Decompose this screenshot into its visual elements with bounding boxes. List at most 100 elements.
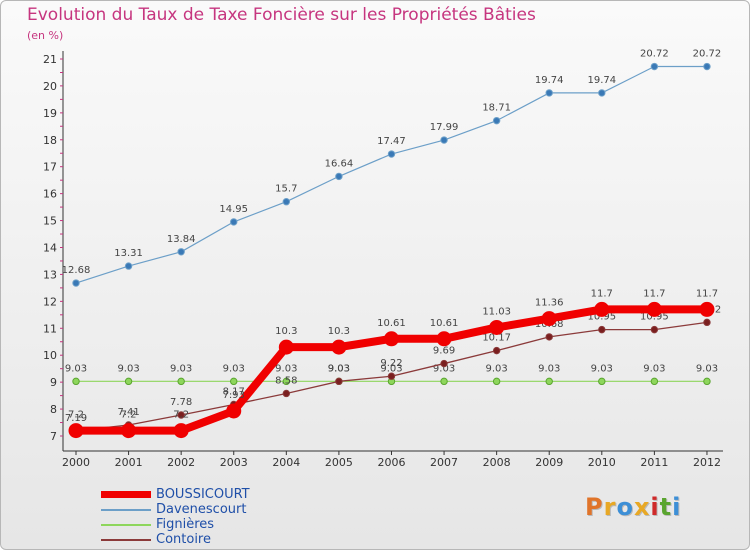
- y-tick-label: 7: [50, 430, 57, 443]
- data-label-contoire: 10.95: [587, 312, 616, 323]
- legend-item-contoire: Contoire: [101, 532, 250, 547]
- data-point-figni-res: [124, 377, 133, 386]
- data-label-contoire: 8.17: [223, 386, 245, 397]
- data-point-contoire: [703, 318, 711, 327]
- data-point-boussicourt: [594, 301, 610, 317]
- data-point-contoire: [598, 325, 606, 334]
- data-point-davenescourt: [545, 89, 553, 97]
- data-point-figni-res: [598, 377, 606, 386]
- data-point-figni-res: [703, 377, 711, 386]
- data-label-boussicourt: 11.7: [643, 288, 665, 299]
- data-point-boussicourt: [226, 403, 242, 419]
- data-label-davenescourt: 17.47: [377, 136, 406, 147]
- data-point-boussicourt: [68, 423, 84, 439]
- data-label-contoire: 7.19: [65, 413, 87, 424]
- data-label-boussicourt: 11.03: [482, 306, 511, 317]
- logo-letter: x: [633, 493, 651, 521]
- data-point-davenescourt: [72, 279, 80, 287]
- x-tick-label: 2005: [325, 456, 353, 469]
- data-label-davenescourt: 15.7: [275, 184, 297, 195]
- x-tick-label: 2010: [588, 456, 616, 469]
- legend-label-davenescourt: Davenescourt: [156, 502, 247, 517]
- logo-letter: i: [650, 493, 660, 521]
- data-label-davenescourt: 14.95: [219, 204, 248, 215]
- y-tick-label: 17: [43, 161, 57, 174]
- data-label-boussicourt: 11.7: [696, 288, 718, 299]
- data-label-boussicourt: 7.2: [121, 410, 137, 421]
- legend-item-fignieres: Fignières: [101, 517, 250, 532]
- legend-item-davenescourt: Davenescourt: [101, 502, 250, 517]
- data-point-contoire: [650, 325, 659, 334]
- data-label-davenescourt: 20.72: [640, 49, 669, 60]
- x-tick-label: 2008: [483, 456, 511, 469]
- data-label-boussicourt: 7.2: [68, 410, 84, 421]
- data-label-figni-res: 9.03: [117, 363, 139, 374]
- data-label-contoire: 10.17: [482, 333, 511, 344]
- logo-letter: i: [672, 493, 682, 521]
- data-label-figni-res: 9.03: [643, 363, 665, 374]
- y-tick-label: 9: [50, 376, 57, 389]
- data-point-davenescourt: [440, 136, 448, 144]
- data-point-boussicourt: [383, 331, 399, 347]
- data-label-contoire: 7.78: [170, 397, 192, 408]
- data-point-contoire: [335, 377, 343, 386]
- data-point-boussicourt: [173, 423, 189, 439]
- data-point-davenescourt: [650, 62, 659, 71]
- data-label-davenescourt: 16.64: [325, 158, 354, 169]
- data-label-davenescourt: 19.74: [587, 75, 616, 86]
- data-label-figni-res: 9.03: [380, 363, 402, 374]
- data-point-boussicourt: [541, 311, 557, 327]
- data-label-figni-res: 9.03: [170, 363, 192, 374]
- x-tick-label: 2003: [220, 456, 248, 469]
- data-point-davenescourt: [492, 116, 501, 125]
- data-label-boussicourt: 11.36: [535, 298, 564, 309]
- data-label-figni-res: 9.03: [328, 363, 350, 374]
- x-tick-label: 2012: [693, 456, 721, 469]
- x-tick-label: 2001: [115, 456, 143, 469]
- y-tick-label: 14: [43, 241, 57, 254]
- logo-letter: t: [659, 493, 673, 521]
- y-tick-label: 13: [43, 268, 57, 281]
- x-tick-label: 2000: [62, 456, 90, 469]
- data-point-davenescourt: [703, 62, 711, 71]
- legend-swatch-fignieres: [101, 523, 151, 526]
- data-point-figni-res: [650, 377, 659, 386]
- data-label-figni-res: 9.03: [591, 363, 613, 374]
- y-tick-label: 15: [43, 215, 57, 228]
- y-tick-label: 19: [43, 107, 57, 120]
- data-label-figni-res: 9.03: [696, 363, 718, 374]
- data-label-boussicourt: 10.3: [328, 326, 350, 337]
- y-tick-label: 11: [43, 322, 57, 335]
- data-label-boussicourt: 10.61: [377, 318, 406, 329]
- data-point-contoire: [492, 346, 501, 355]
- data-point-boussicourt: [436, 331, 452, 347]
- data-point-figni-res: [492, 377, 501, 386]
- legend-label-fignieres: Fignières: [156, 517, 215, 532]
- series-line-davenescourt: [75, 65, 708, 284]
- data-label-boussicourt: 10.61: [430, 318, 459, 329]
- data-label-boussicourt: 10.3: [275, 326, 297, 337]
- data-label-davenescourt: 12.68: [62, 265, 91, 276]
- x-tick-label: 2006: [377, 456, 405, 469]
- data-label-figni-res: 9.03: [275, 363, 297, 374]
- chart-legend: BOUSSICOURT Davenescourt Fignières Conto…: [101, 487, 250, 547]
- data-point-davenescourt: [177, 248, 185, 256]
- legend-swatch-contoire: [101, 538, 151, 541]
- y-axis-unit-label: (en %): [27, 29, 64, 42]
- data-label-boussicourt: 7.93: [223, 390, 245, 401]
- y-tick-label: 20: [43, 80, 57, 93]
- data-point-davenescourt: [335, 172, 343, 181]
- data-label-contoire: 9.69: [433, 346, 455, 357]
- y-tick-label: 10: [43, 349, 57, 362]
- data-point-contoire: [545, 333, 553, 341]
- data-label-contoire: 8.58: [275, 375, 297, 386]
- data-point-davenescourt: [387, 150, 396, 158]
- legend-item-boussicourt: BOUSSICOURT: [101, 487, 250, 502]
- data-label-boussicourt: 11.7: [591, 288, 613, 299]
- data-point-contoire: [282, 389, 291, 398]
- data-point-boussicourt: [121, 423, 137, 439]
- legend-swatch-davenescourt: [101, 508, 151, 511]
- chart-title: Evolution du Taux de Taxe Foncière sur l…: [27, 5, 536, 25]
- logo-letter: P: [585, 493, 604, 521]
